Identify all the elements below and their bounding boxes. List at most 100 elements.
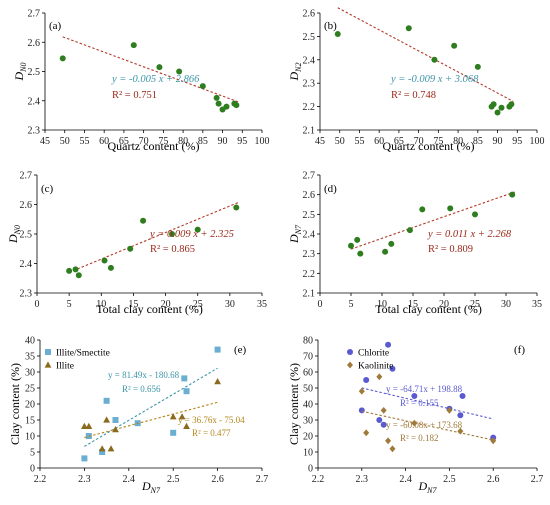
data-point-square — [181, 375, 188, 382]
panel-label: (d) — [324, 183, 337, 195]
x-tick-label: 75 — [158, 136, 168, 147]
data-point — [509, 191, 516, 198]
trend-r2: R² = 0.656 — [122, 384, 161, 394]
y-tick-label: 2.3 — [303, 79, 316, 90]
data-point-diamond — [411, 419, 418, 427]
x-axis-label: Total clay content (%) — [96, 302, 203, 316]
data-point-triangle — [103, 416, 110, 423]
x-tick-label: 95 — [512, 136, 522, 147]
data-point — [101, 257, 108, 264]
trend-equation: y = -60.08x + 173.68 — [386, 420, 463, 430]
legend-entry: Chlorite — [347, 349, 389, 359]
trend-r2: R² = 0.155 — [400, 398, 439, 408]
x-tick-label: 10 — [377, 299, 387, 310]
legend-marker-diamond — [347, 361, 353, 369]
x-tick-label: 2.4 — [123, 474, 136, 485]
data-point-triangle — [183, 422, 190, 429]
x-tick-label: 85 — [473, 136, 483, 147]
y-tick-label: 2.7 — [20, 171, 33, 182]
data-point — [457, 412, 464, 419]
x-tick-label: 15 — [128, 299, 138, 310]
data-point-triangle — [98, 445, 106, 452]
data-point-triangle — [169, 413, 177, 420]
trend-line — [361, 387, 494, 420]
y-tick-label: 80 — [303, 336, 313, 347]
data-point — [59, 55, 66, 62]
x-tick-label: 2.7 — [256, 474, 269, 485]
data-point — [334, 31, 341, 38]
x-tick-label: 2.5 — [167, 474, 180, 485]
data-point — [194, 226, 201, 233]
trend-line — [337, 7, 514, 102]
y-tick-label: 15 — [25, 416, 35, 427]
y-tick-label: 2.1 — [303, 126, 316, 137]
y-tick-label: 2.3 — [20, 289, 33, 300]
x-tick-label: 80 — [453, 136, 463, 147]
x-tick-label: 20 — [439, 299, 449, 310]
x-axis-label: DN7 — [417, 479, 437, 495]
data-point — [72, 266, 79, 273]
legend-marker-circle — [347, 349, 353, 355]
data-point — [474, 63, 481, 70]
legend-entry: Illite/Smectite — [45, 349, 110, 359]
x-tick-label: 2.7 — [531, 474, 544, 485]
data-point — [411, 393, 418, 399]
x-tick-label: 50 — [60, 136, 70, 147]
trend-equation: y = 0.009 x + 2.325 — [149, 229, 234, 240]
data-point — [388, 240, 395, 247]
x-tick-label: 2.2 — [312, 474, 325, 485]
data-point — [498, 104, 505, 111]
data-point — [358, 407, 365, 414]
data-point-diamond — [385, 437, 392, 445]
x-tick-label: 60 — [374, 136, 384, 147]
data-point — [215, 100, 222, 107]
data-point — [354, 236, 361, 243]
y-tick-label: 20 — [303, 432, 313, 443]
y-tick-label: 2.6 — [28, 38, 41, 49]
data-point — [405, 25, 412, 32]
legend-label: Kaolinite — [358, 362, 393, 372]
y-tick-label: 2.6 — [303, 190, 316, 201]
data-point-triangle — [214, 378, 221, 385]
x-tick-label: 25 — [193, 299, 203, 310]
y-tick-label: 70 — [303, 352, 313, 363]
y-tick-label: 2.5 — [303, 210, 316, 221]
y-tick-label: 20 — [25, 400, 35, 411]
data-point — [348, 242, 354, 249]
data-point — [127, 245, 134, 252]
y-tick-label: 60 — [303, 368, 313, 379]
trend-r2: R² = 0.748 — [391, 90, 436, 101]
y-tick-label: 40 — [25, 336, 35, 347]
data-point-square — [99, 449, 106, 455]
x-axis-label: DN7 — [141, 479, 161, 495]
data-point-square — [81, 455, 88, 462]
panel-label: (a) — [49, 20, 62, 32]
data-point — [419, 206, 426, 213]
x-tick-label: 0 — [318, 299, 323, 310]
x-tick-label: 15 — [408, 299, 418, 310]
data-point — [199, 83, 206, 90]
y-tick-label: 0 — [308, 464, 313, 475]
data-point — [66, 267, 73, 274]
y-tick-label: 2.1 — [303, 289, 316, 300]
y-axis-label: DN2 — [287, 62, 303, 81]
trend-equation: y = 36.76x - 75.04 — [178, 415, 245, 425]
data-point-diamond — [358, 387, 365, 395]
data-point — [406, 227, 413, 234]
y-tick-label: 2.2 — [303, 269, 316, 280]
data-point — [494, 109, 501, 116]
x-tick-label: 65 — [119, 136, 129, 147]
data-point-diamond — [363, 429, 370, 437]
y-axis-label: Clay content (%) — [287, 363, 301, 445]
y-tick-label: 2.6 — [20, 200, 33, 211]
trend-r2: R² = 0.865 — [150, 244, 195, 255]
legend-label: Chlorite — [358, 349, 389, 359]
data-point — [169, 231, 175, 237]
x-tick-label: 80 — [178, 136, 188, 147]
data-point — [223, 103, 230, 110]
panel-label: (b) — [324, 20, 337, 32]
chart-panel-1: 45 50 55 60 65 70 75 80 85 90 95 100 2.3 2.4 2.5 2.6 2.7… — [12, 9, 270, 154]
data-point-square — [103, 397, 110, 404]
legend-entry: Kaolinite — [347, 362, 393, 372]
